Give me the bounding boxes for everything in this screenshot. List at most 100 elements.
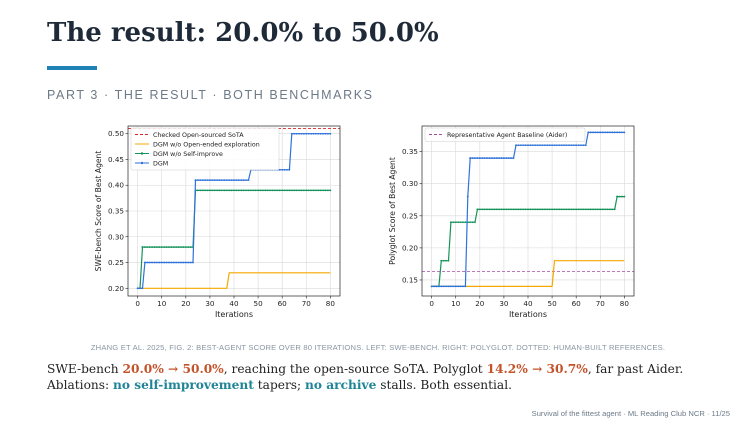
swe-data-point	[259, 189, 262, 192]
swe-data-point	[298, 189, 300, 192]
swe-data-point	[322, 132, 325, 135]
polyglot-y-tick-label: 0.20	[402, 243, 418, 252]
swe-data-point	[307, 189, 310, 192]
swe-legend-label: DGM w/o Open-ended exploration	[153, 141, 260, 148]
polyglot-data-point	[493, 208, 496, 211]
polyglot-data-point	[476, 208, 479, 211]
polyglot-data-point	[543, 144, 546, 147]
polyglot-data-point	[515, 208, 517, 211]
swe-data-point	[262, 189, 264, 192]
polyglot-data-point	[507, 157, 510, 159]
swe-data-point	[170, 261, 173, 264]
swe-data-point	[184, 261, 187, 264]
title-accent-rule	[47, 66, 97, 70]
swe-data-point	[322, 189, 325, 192]
swe-data-point	[165, 261, 168, 264]
polyglot-y-tick-label: 0.35	[402, 147, 418, 156]
polyglot-data-point	[613, 208, 616, 211]
swe-data-point	[223, 179, 226, 181]
polyglot-data-point	[527, 144, 529, 147]
polyglot-x-tick-label: 0	[429, 299, 434, 308]
polyglot-data-point	[490, 208, 493, 211]
swe-data-point	[317, 132, 320, 135]
swe-data-point	[189, 246, 192, 248]
polyglot-data-point	[483, 157, 486, 159]
polyglot-data-point	[474, 221, 476, 224]
polyglot-data-point	[587, 131, 590, 134]
swe-data-point	[329, 132, 332, 135]
polyglot-data-point	[481, 208, 484, 211]
swe-data-point	[182, 261, 185, 264]
swe-data-point	[218, 179, 221, 181]
swe-data-point	[199, 189, 202, 192]
swe-data-point	[283, 168, 286, 171]
polyglot-y-axis-label: Polyglot Score of Best Agent	[388, 157, 397, 265]
swe-x-tick-label: 0	[135, 299, 140, 308]
swe-data-point	[283, 189, 286, 192]
swe-data-point	[201, 179, 204, 181]
summary-text-part: SWE-bench	[47, 362, 123, 376]
summary-text-part: , reaching the open-source SoTA. Polyglo…	[223, 362, 487, 376]
swe-data-point	[295, 189, 298, 192]
swe-data-point	[302, 132, 305, 135]
polyglot-data-point	[616, 131, 619, 134]
polyglot-data-point	[556, 208, 558, 211]
polyglot-data-point	[433, 285, 435, 288]
polyglot-data-point	[512, 208, 515, 211]
polyglot-data-point	[606, 208, 609, 211]
polyglot-data-point	[488, 157, 491, 159]
polyglot-x-tick-label: 60	[572, 299, 582, 308]
polyglot-data-point	[507, 208, 510, 211]
polyglot-data-point	[440, 285, 443, 288]
polyglot-data-point	[582, 144, 585, 147]
polyglot-data-point	[572, 144, 575, 147]
polyglot-data-point	[440, 259, 443, 262]
polyglot-data-point	[442, 259, 445, 262]
swe-data-point	[271, 189, 274, 192]
slide-title: The result: 20.0% to 50.0%	[47, 18, 439, 48]
polyglot-data-point	[445, 259, 447, 262]
swe-data-point	[242, 179, 245, 181]
polyglot-data-point	[471, 157, 474, 159]
swe-data-point	[293, 189, 296, 192]
swe-data-point	[189, 261, 192, 264]
swe-data-point	[172, 246, 175, 248]
polyglot-data-point	[570, 208, 573, 211]
swe-data-point	[319, 189, 322, 192]
swe-data-point	[288, 189, 291, 192]
swe-x-axis-label: Iterations	[215, 310, 253, 319]
swe-data-point	[230, 189, 233, 192]
polyglot-data-point	[560, 144, 563, 147]
polyglot-data-point	[596, 131, 599, 134]
polyglot-data-point	[599, 131, 602, 134]
polyglot-data-point	[462, 221, 464, 224]
swe-data-point	[211, 189, 214, 192]
slide-footer: Survival of the fittest agent · ML Readi…	[531, 409, 730, 418]
swe-data-point	[319, 132, 322, 135]
swe-data-point	[204, 179, 206, 181]
polyglot-data-point	[454, 285, 457, 288]
swe-data-point	[247, 189, 250, 192]
polyglot-data-point	[572, 208, 575, 211]
polyglot-data-point	[601, 131, 604, 134]
swe-legend-label: DGM w/o Self-improve	[153, 151, 223, 158]
figure-caption: ZHANG ET AL. 2025, FIG. 2: BEST-AGENT SC…	[90, 343, 666, 352]
polyglot-data-point	[618, 131, 621, 134]
swe-data-point	[165, 246, 168, 248]
swe-data-point	[141, 287, 144, 290]
swe-data-point	[172, 261, 175, 264]
swe-data-point	[196, 189, 199, 192]
polyglot-data-point	[527, 208, 529, 211]
polyglot-chart-svg: 0 10 20 30 40 50 60 70 80 0.15 0.20 0.25 0.30 0.35 Ite…	[388, 125, 635, 319]
polyglot-data-point	[452, 221, 455, 224]
polyglot-data-point	[577, 144, 580, 147]
polyglot-legend-label: Representative Agent Baseline (Aider)	[447, 132, 567, 139]
swe-data-point	[293, 132, 296, 135]
polyglot-x-axis-label: Iterations	[509, 310, 547, 319]
polyglot-data-point	[519, 144, 522, 147]
polyglot-data-point	[512, 157, 515, 159]
polyglot-data-point	[592, 131, 594, 134]
polyglot-data-point	[447, 259, 450, 262]
polyglot-data-point	[464, 285, 467, 288]
polyglot-data-point	[604, 131, 606, 134]
